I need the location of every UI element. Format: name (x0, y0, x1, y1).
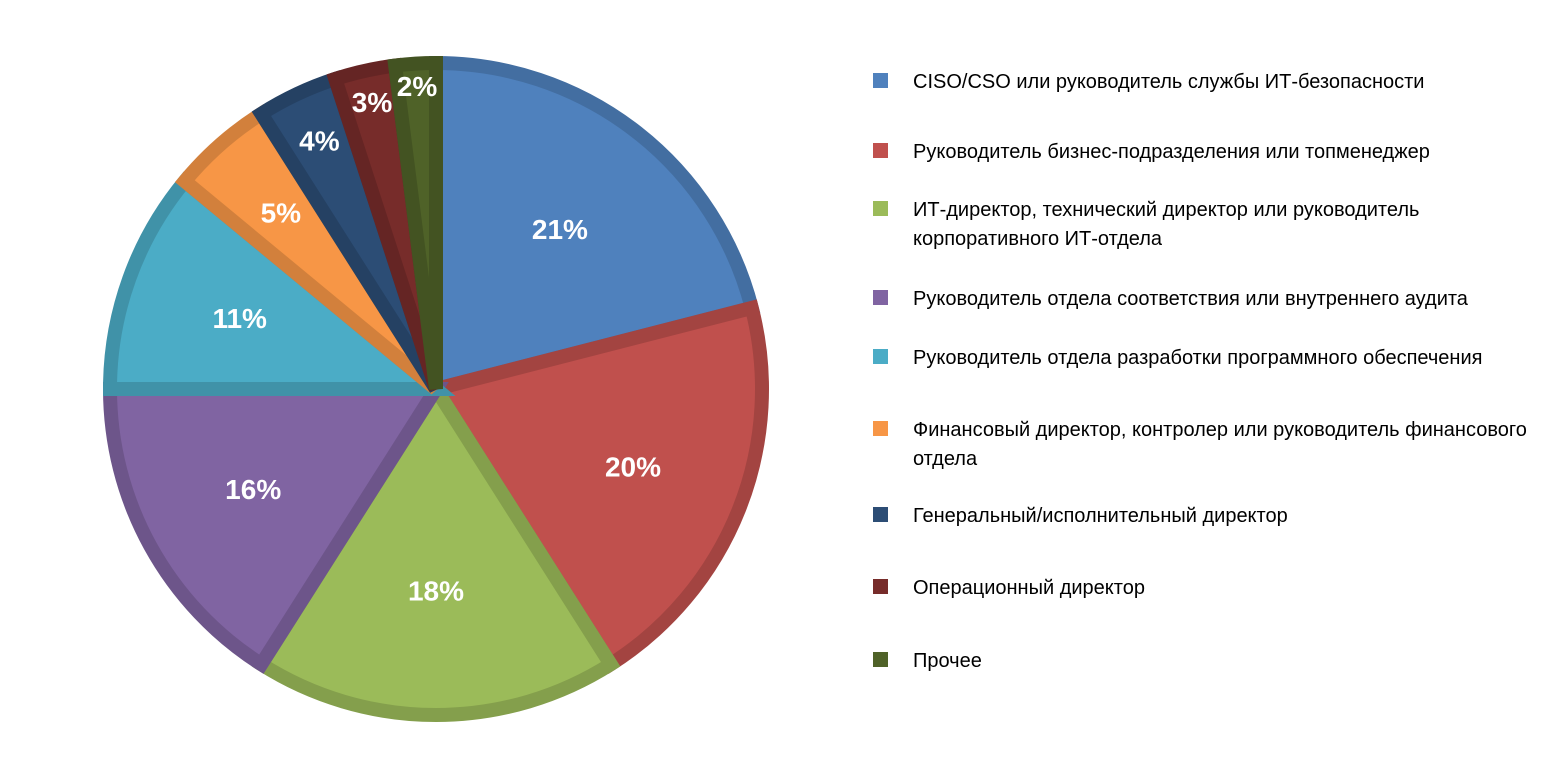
legend-item: CISO/CSO или руководитель службы ИТ-безо… (873, 68, 1538, 97)
slice-data-label: 11% (212, 303, 267, 334)
legend-swatch (873, 143, 888, 158)
legend-item: Финансовый директор, контролер или руков… (873, 416, 1538, 474)
pie-data-labels: 21% 20% 18% 16% 11% 5% 4% 3%2% (212, 71, 661, 607)
legend-item: Прочее (873, 647, 1538, 676)
legend-swatch (873, 290, 888, 305)
slice-data-label: 2% (397, 71, 438, 102)
legend-item: Генеральный/исполнительный директор (873, 502, 1538, 531)
legend-swatch (873, 349, 888, 364)
legend-swatch (873, 73, 888, 88)
legend-swatch (873, 201, 888, 216)
slice-data-label: 16% (225, 474, 281, 505)
slice-data-label: 20% (605, 452, 661, 483)
pie-slice (424, 299, 769, 674)
slice-data-label: 4% (299, 126, 340, 157)
legend-swatch (873, 421, 888, 436)
pie-slices (102, 55, 769, 722)
legend-label: Руководитель отдела разработки программн… (913, 347, 1483, 369)
pie-slice (102, 171, 456, 396)
legend-item: Руководитель отдела разработки программн… (873, 344, 1538, 373)
legend-item: ИТ-директор, технический директор или ру… (873, 196, 1538, 254)
legend-label: Генеральный/исполнительный директор (913, 505, 1288, 527)
legend-item: Руководитель бизнес-подразделения или то… (873, 138, 1538, 167)
legend-label: Руководитель отдела соответствия или вну… (913, 288, 1468, 310)
legend-label: Финансовый директор, контролер или руков… (913, 419, 1527, 470)
legend: CISO/CSO или руководитель службы ИТ-безо… (873, 0, 1543, 782)
pie-slice (102, 382, 449, 674)
legend-label: Операционный директор (913, 577, 1145, 599)
slice-data-label: 21% (532, 214, 588, 245)
legend-swatch (873, 652, 888, 667)
legend-label: CISO/CSO или руководитель службы ИТ-безо… (913, 71, 1425, 93)
slice-data-label: 3% (352, 87, 393, 118)
legend-label: ИТ-директор, технический директор или ру… (913, 199, 1420, 250)
legend-label: Руководитель бизнес-подразделения или то… (913, 141, 1430, 163)
legend-swatch (873, 507, 888, 522)
pie-slice (387, 55, 443, 390)
slice-data-label: 18% (408, 576, 464, 607)
legend-label: Прочее (913, 650, 982, 672)
pie-slice (429, 55, 761, 399)
pie-slice (251, 375, 621, 722)
legend-item: Операционный директор (873, 574, 1538, 603)
slice-data-label: 5% (261, 197, 302, 228)
legend-item: Руководитель отдела соответствия или вну… (873, 285, 1538, 314)
legend-swatch (873, 579, 888, 594)
